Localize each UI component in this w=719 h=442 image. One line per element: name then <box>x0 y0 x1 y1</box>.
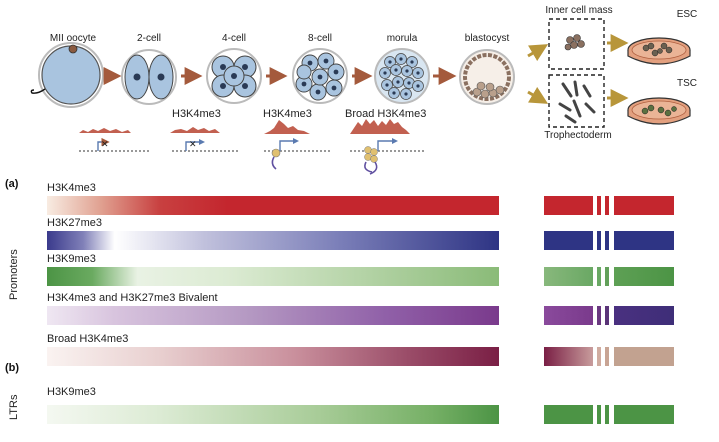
row-label-h3k9me3: H3K9me3 <box>47 253 96 265</box>
two-cell-embryo <box>121 49 177 105</box>
stage-label-blastocyst: blastocyst <box>464 33 510 44</box>
stage-label-2cell: 2-cell <box>137 33 161 44</box>
bar-h3k27me3 <box>47 231 499 250</box>
track-label-morula: Broad H3K4me3 <box>345 108 427 120</box>
trophectoderm-box <box>548 74 605 128</box>
track-morula <box>350 119 425 175</box>
stage-label-morula: morula <box>386 33 418 44</box>
lineage-arrows <box>527 34 629 107</box>
bar-broad-h3k4me3 <box>47 347 499 366</box>
side-label-promoters: Promoters <box>8 249 20 300</box>
stage-label-8cell: 8-cell <box>308 33 332 44</box>
bar-bivalent <box>47 306 499 325</box>
row-label-h3k27me3: H3K27me3 <box>47 217 103 229</box>
esc-dish <box>627 37 691 65</box>
bar-ltr-h3k9me3 <box>47 405 499 424</box>
track-label-8cell: H3K4me3 <box>263 108 312 120</box>
inner-cell-mass-box <box>548 18 605 70</box>
stage-label-mii-oocyte: MII oocyte <box>49 33 97 44</box>
svg-text:✕: ✕ <box>101 139 109 149</box>
stage-label-tsc: TSC <box>677 78 697 89</box>
stage-label-trophectoderm: Trophectoderm <box>544 130 612 141</box>
blastocyst-embryo <box>459 49 515 105</box>
four-cell-embryo <box>206 48 262 104</box>
morula-embryo <box>374 48 430 104</box>
stage-label-4cell: 4-cell <box>222 33 246 44</box>
row-label-bivalent: H3K4me3 and H3K27me3 Bivalent <box>47 292 218 304</box>
track-label-4cell: H3K4me3 <box>172 108 221 120</box>
row-label-broad-h3k4me3: Broad H3K4me3 <box>47 333 129 345</box>
stage-label-esc: ESC <box>676 9 698 20</box>
stage-label-inner-cell-mass: Inner cell mass <box>545 5 613 16</box>
track-8cell <box>264 120 330 170</box>
bar-h3k9me3 <box>47 267 499 286</box>
side-label-ltrs: LTRs <box>8 394 20 420</box>
track-4cell: ✕ <box>170 127 240 152</box>
tsc-dish <box>627 97 691 125</box>
svg-text:✕: ✕ <box>189 139 197 149</box>
eight-cell-embryo <box>292 48 348 104</box>
bar-h3k4me3 <box>47 196 499 215</box>
panel-label-a: (a) <box>5 178 19 190</box>
panel-label-b: (b) <box>5 362 20 374</box>
row-label-h3k4me3: H3K4me3 <box>47 182 96 194</box>
oocyte-cell <box>30 42 104 108</box>
track-2cell: ✕ <box>79 128 150 152</box>
row-label-ltr-h3k9me3: H3K9me3 <box>47 386 96 398</box>
